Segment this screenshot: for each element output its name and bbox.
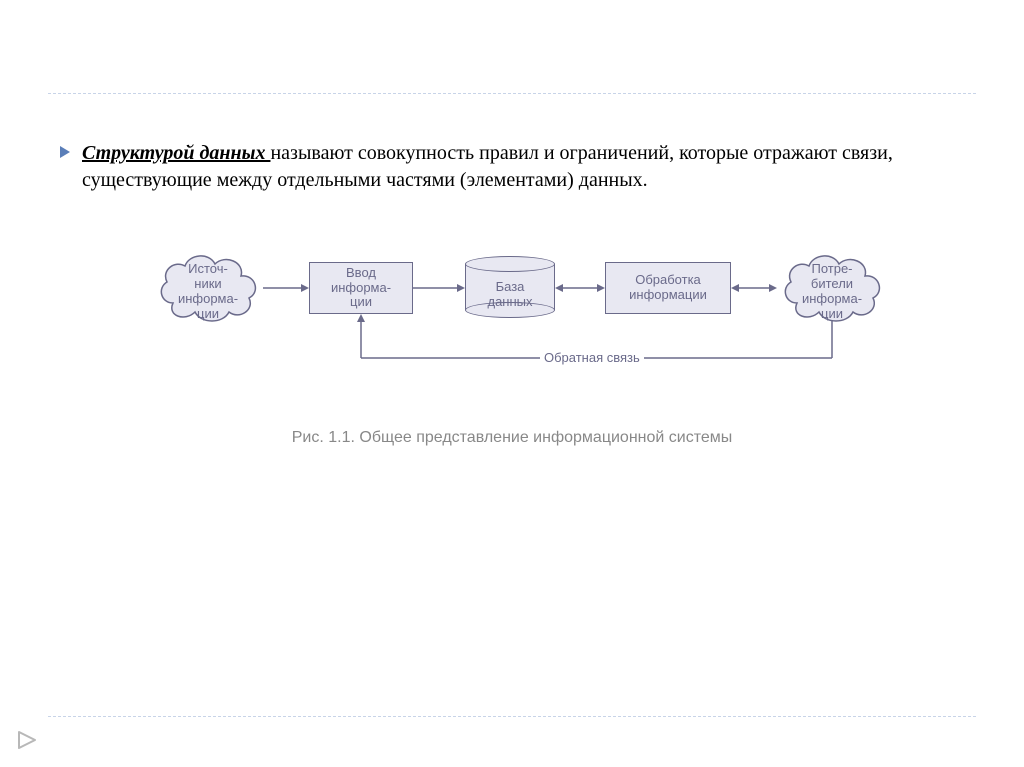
edge-database-processing (555, 284, 605, 292)
node-sources: Источ-никиинформа-ции (153, 248, 263, 326)
edge-sources-input (263, 284, 309, 292)
node-sources-label: Источ-никиинформа-ции (153, 262, 263, 322)
edge-input-database (413, 284, 465, 292)
corner-arrow-icon (16, 729, 38, 751)
edge-processing-consumers (731, 284, 777, 292)
node-processing-label: Обработкаинформации (629, 273, 707, 303)
definition-term: Структурой данных (82, 142, 270, 164)
node-input-label: Вводинформа-ции (331, 266, 391, 311)
feedback-label: Обратная связь (540, 350, 644, 365)
node-input: Вводинформа-ции (309, 262, 413, 314)
node-database: Базаданных (465, 256, 555, 318)
flowchart-diagram: Источ-никиинформа-ции Вводинформа-ции Ба… (135, 248, 905, 428)
node-database-label: Базаданных (465, 280, 555, 310)
divider-top (48, 93, 976, 94)
definition-text: Структурой данных называют совокупность … (82, 140, 964, 194)
node-processing: Обработкаинформации (605, 262, 731, 314)
figure-caption: Рис. 1.1. Общее представление информацио… (0, 429, 1024, 447)
bullet-item: Структурой данных называют совокупность … (60, 140, 964, 194)
node-consumers-label: Потре-бителиинформа-ции (777, 262, 887, 322)
bullet-arrow-icon (60, 146, 70, 158)
content-area: Структурой данных называют совокупность … (60, 140, 964, 194)
divider-bottom (48, 716, 976, 717)
